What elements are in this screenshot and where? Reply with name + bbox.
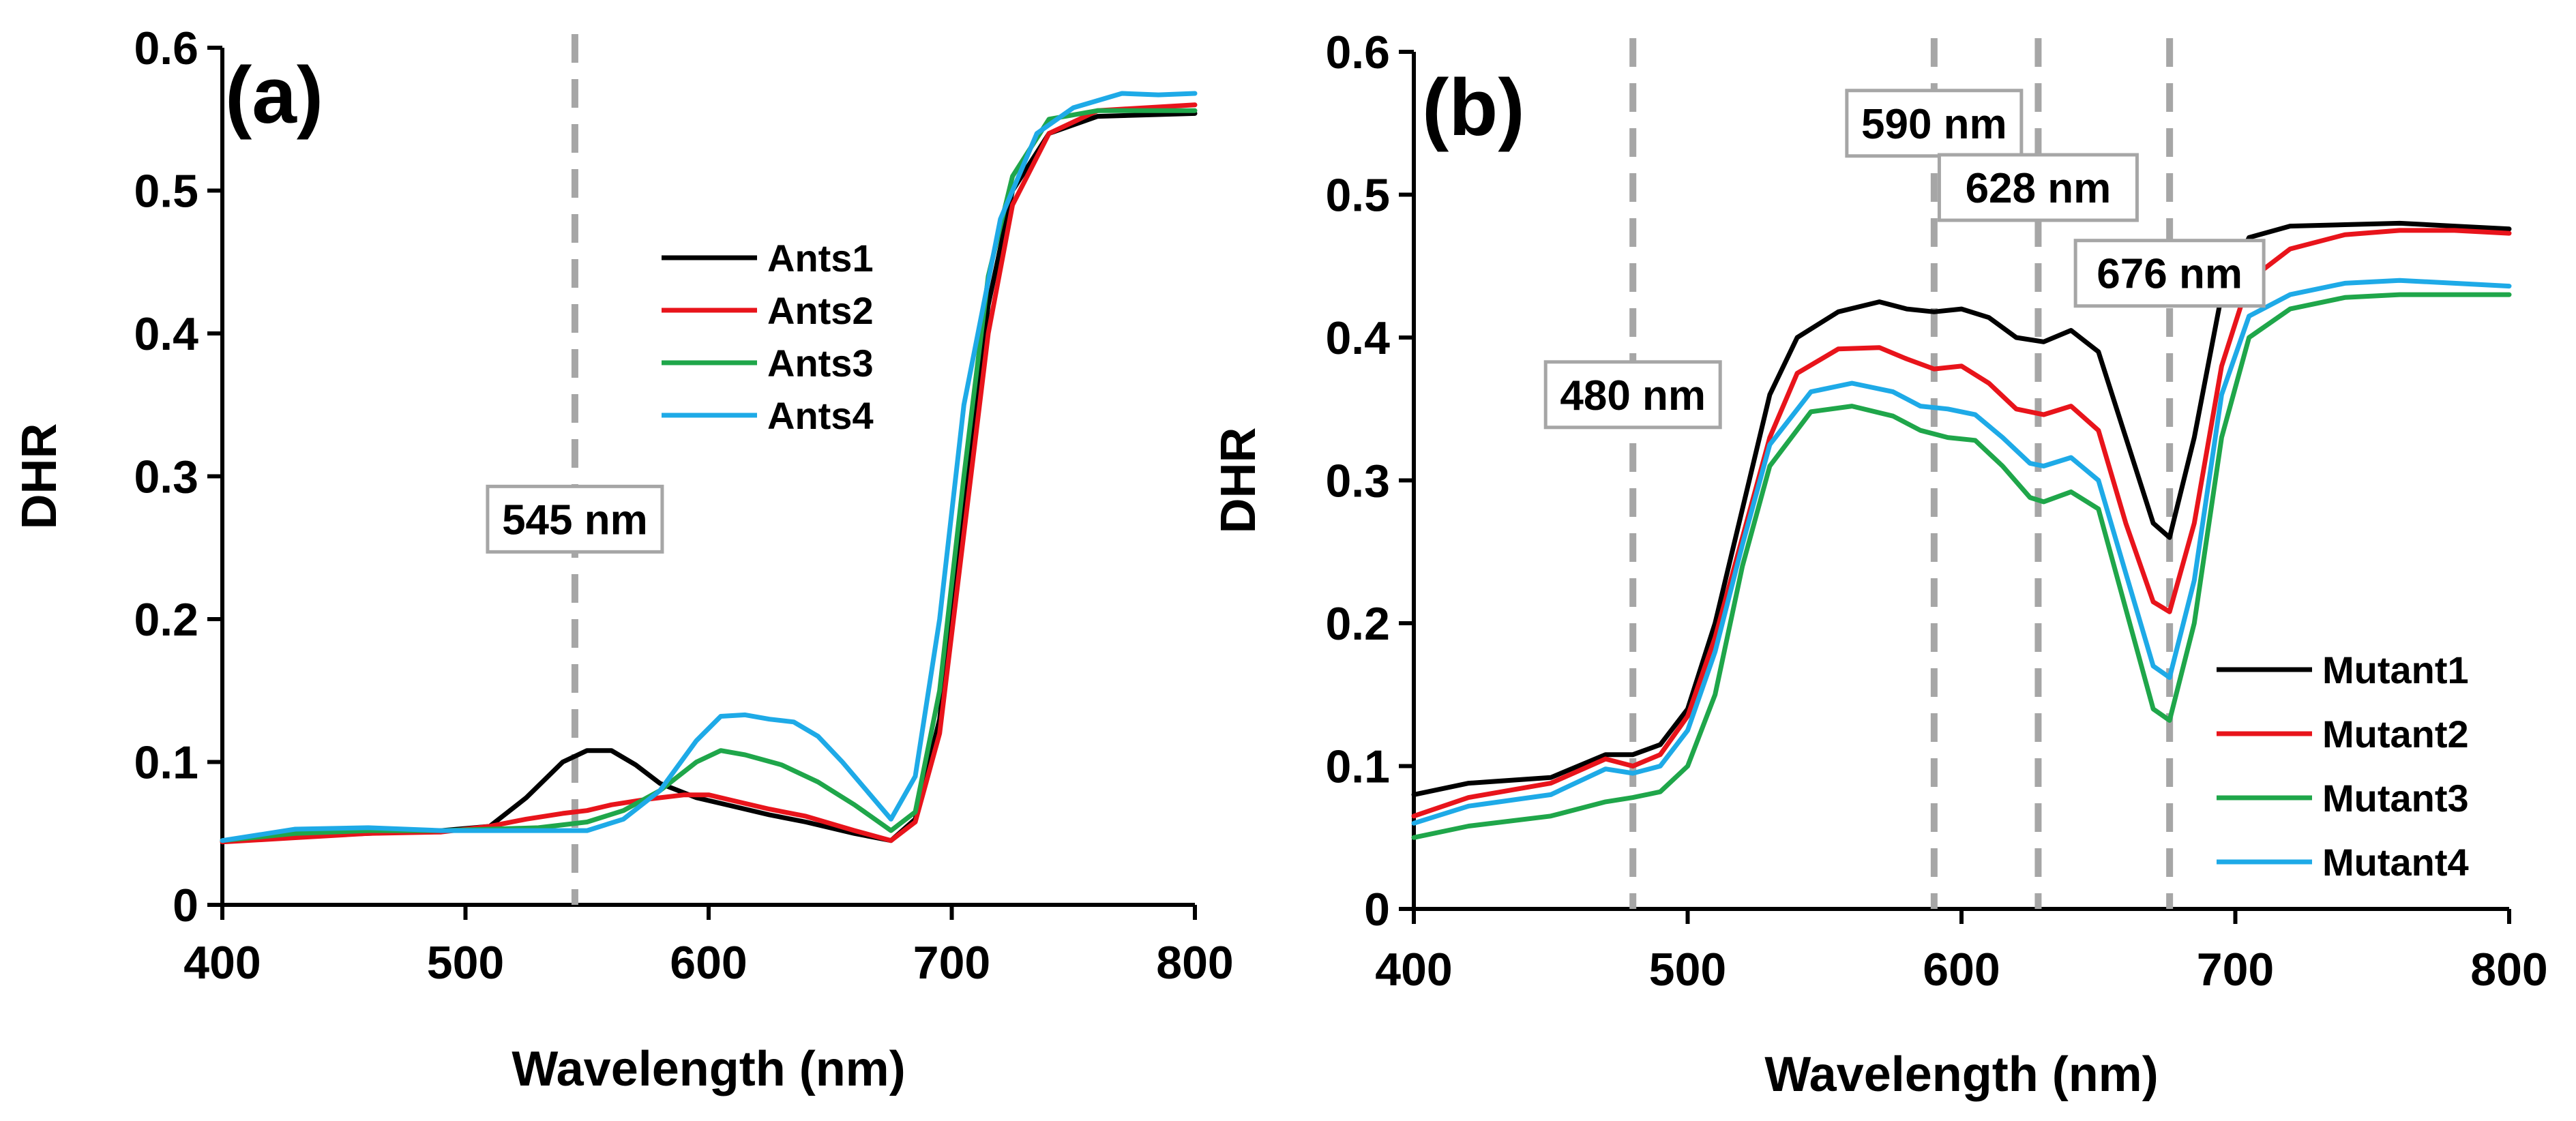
panel-b-legend-label-mutant1: Mutant1 [2322, 648, 2469, 691]
panel-b-annotation-676nm: 676 nm [2097, 251, 2242, 298]
panel-b-annotation-box-590nm [1845, 89, 2024, 158]
panel-b-y-tick-label: 0.2 [1325, 598, 1390, 650]
panel-a-y-axis-title: DHR [12, 423, 67, 530]
panel-b-x-tick-label: 600 [1923, 944, 2000, 996]
panel-a-legend-label-ants3: Ants3 [767, 342, 874, 385]
panel-a-y-tick-label: 0.3 [134, 451, 198, 503]
panel-a-series-ants2 [220, 102, 1198, 845]
panel-a-x-tick-label: 800 [1156, 937, 1233, 989]
panel-a-y-tick-label: 0.1 [134, 737, 198, 789]
panel-a-legend-label-ants1: Ants1 [767, 237, 874, 280]
panel-b-series-mutant1 [1411, 220, 2512, 797]
panel-b-y-tick-label: 0 [1364, 884, 1390, 936]
panel-b-y-tick-label: 0.3 [1325, 455, 1390, 507]
panel-b-y-tick-label: 0.6 [1325, 27, 1390, 78]
panel-b-annotation-box-628nm [1937, 153, 2139, 222]
panel-a-series-ants1 [220, 110, 1198, 843]
panel-b-legend-label-mutant4: Mutant4 [2322, 841, 2469, 884]
panel-a-y-tick-label: 0.4 [134, 308, 198, 360]
panel-b-legend-label-mutant2: Mutant2 [2322, 713, 2469, 756]
panel-b-x-tick-label: 700 [2197, 944, 2274, 996]
panel-a-label: (a) [225, 50, 323, 140]
panel-a-legend-label-ants2: Ants2 [767, 289, 874, 332]
panel-a-x-tick-label: 600 [670, 937, 747, 989]
panel-b-y-tick-label: 0.5 [1325, 170, 1390, 222]
panel-b-y-tick-label: 0.1 [1325, 741, 1390, 793]
panel-a-y-tick-label: 0.5 [134, 166, 198, 218]
panel-a-series-ants4 [220, 91, 1198, 843]
panel-b-x-axis-title: Wavelength (nm) [1764, 1047, 2158, 1102]
panel-a-x-tick-label: 400 [183, 937, 261, 989]
panel-b-annotation-box-676nm [2073, 239, 2266, 308]
panel-b-x-tick-label: 500 [1649, 944, 1726, 996]
panel-b-annotation-box-480nm [1543, 360, 1722, 430]
panel-a-legend-label-ants4: Ants4 [767, 394, 874, 437]
panel-b-label: (b) [1422, 63, 1525, 153]
panel-a-x-axis-title: Wavelength (nm) [512, 1042, 905, 1096]
panel-a-annotation-box-545nm [486, 484, 664, 554]
panel-a-x-tick-label: 700 [913, 937, 990, 989]
panel-a-annotation-545nm: 545 nm [502, 496, 648, 543]
panel-b-x-tick-label: 800 [2470, 944, 2547, 996]
panel-a-x-tick-label: 500 [427, 937, 504, 989]
panel-b-annotation-480nm: 480 nm [1560, 372, 1706, 419]
panel-b-annotation-628nm: 628 nm [1966, 165, 2112, 212]
panel-a-y-tick-label: 0.2 [134, 594, 198, 646]
panel-a-y-tick-label: 0 [173, 880, 198, 931]
panel-b-annotation-590nm: 590 nm [1861, 101, 2007, 148]
panel-b-series-mutant4 [1411, 278, 2512, 826]
panel-b-legend-label-mutant3: Mutant3 [2322, 777, 2469, 820]
panel-b-y-axis-title: DHR [1211, 428, 1266, 534]
panel-b-y-tick-label: 0.4 [1325, 312, 1390, 364]
panel-b-x-tick-label: 400 [1375, 944, 1452, 996]
panel-b-series-mutant3 [1411, 292, 2512, 840]
panel-a-y-tick-label: 0.6 [134, 23, 198, 74]
